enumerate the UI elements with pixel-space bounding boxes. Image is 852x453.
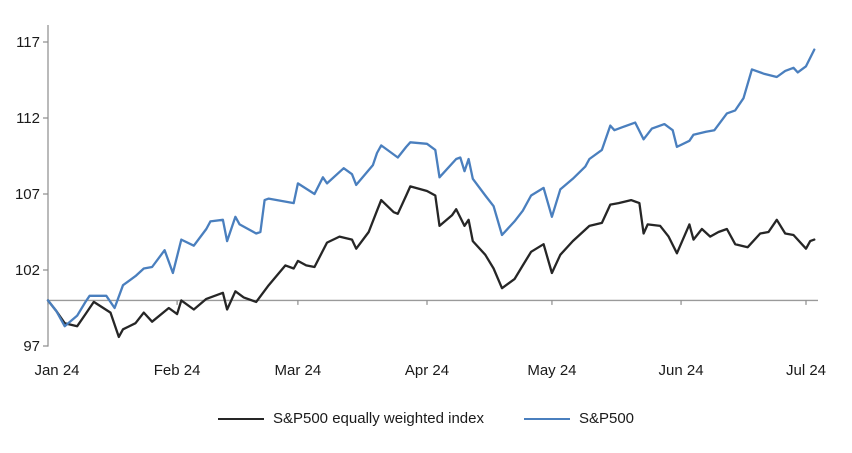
y-tick-label: 107 (15, 186, 40, 203)
legend-label-equal-weight: S&P500 equally weighted index (272, 410, 484, 427)
y-tick-label: 112 (16, 110, 40, 127)
legend-item-sp500: S&P500 (523, 410, 635, 427)
legend-item-equal-weight: S&P500 equally weighted index (217, 410, 484, 427)
series-line-equal-weight (46, 185, 816, 339)
legend-label-sp500: S&P500 (578, 410, 635, 427)
x-tick-label: Apr 24 (405, 362, 449, 379)
legend-line-swatch-sp500 (523, 417, 570, 420)
x-tick-label: Jan 24 (34, 362, 79, 379)
legend: S&P500 equally weighted index S&P500 (0, 410, 852, 427)
y-tick-label: 97 (23, 338, 40, 355)
legend-line-swatch-equal-weight (217, 417, 264, 420)
x-tick-label: May 24 (527, 362, 576, 379)
y-tick-label: 102 (15, 262, 40, 279)
x-tick-label: Jul 24 (786, 362, 826, 379)
x-tick-label: Mar 24 (275, 362, 322, 379)
x-tick-label: Jun 24 (659, 362, 704, 379)
plot-area: Jan 24 Feb 24 Mar 24 Apr 24 May 24 Jun 24 Jul … (15, 25, 826, 379)
series-line-sp500 (46, 48, 816, 328)
x-tick-label: Feb 24 (154, 362, 201, 379)
y-tick-label: 117 (16, 34, 40, 51)
